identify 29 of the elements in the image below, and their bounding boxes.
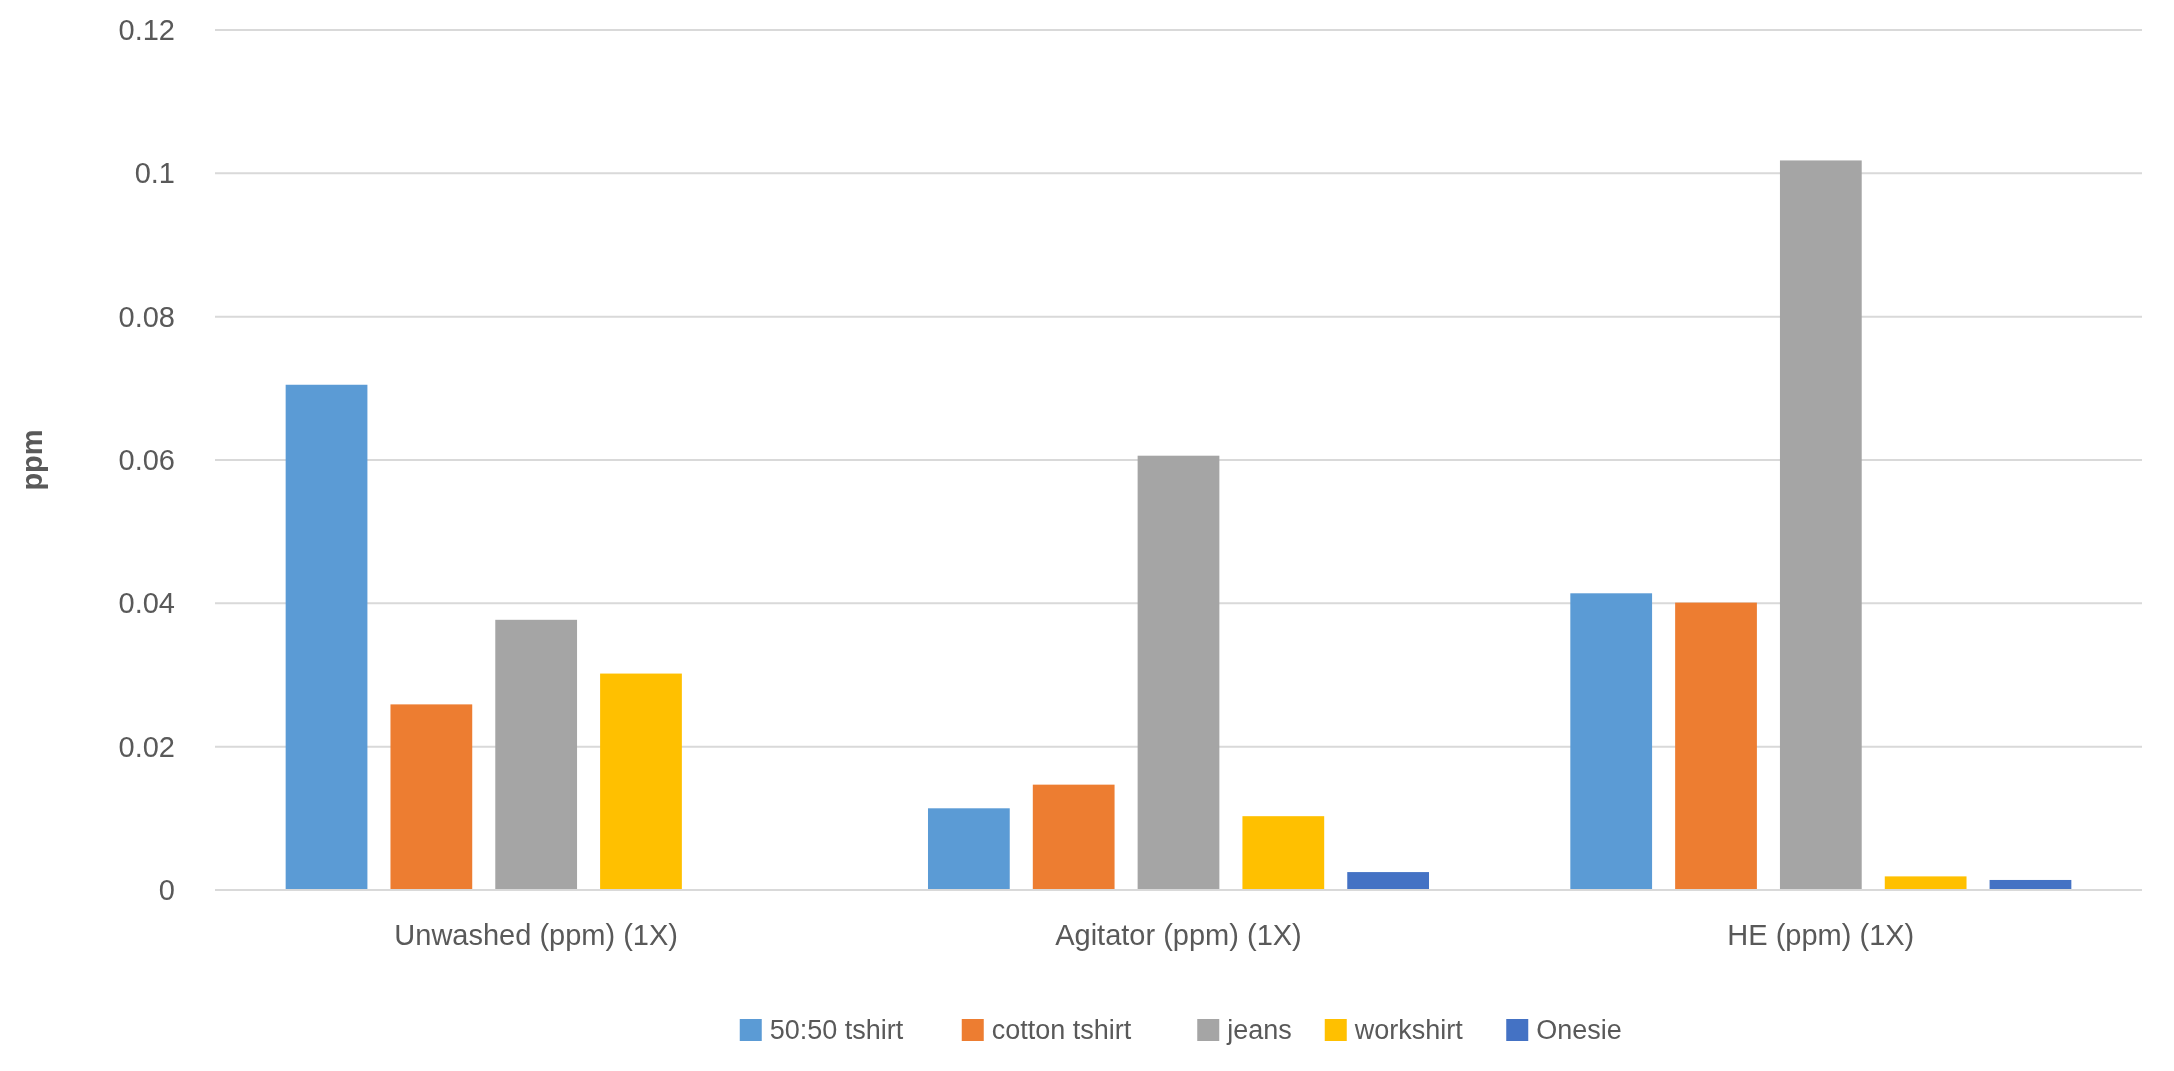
bar — [1137, 455, 1220, 890]
legend-label: 50:50 tshirt — [769, 1015, 904, 1046]
legend-label: jeans — [1226, 1015, 1292, 1046]
bar — [927, 808, 1010, 890]
bar — [1779, 160, 1862, 890]
legend-label: Onesie — [1536, 1015, 1622, 1046]
y-tick-label: 0.08 — [118, 300, 175, 333]
bar — [495, 619, 578, 890]
bar — [1242, 816, 1325, 890]
bar — [1884, 876, 1967, 890]
bar — [1032, 784, 1115, 890]
legend-label: cotton tshirt — [991, 1015, 1132, 1046]
y-tick-label: 0.12 — [118, 14, 175, 47]
y-axis-title: ppm — [16, 429, 48, 491]
x-tick-label: Agitator (ppm) (1X) — [1055, 919, 1302, 951]
y-tick-label: 0.02 — [118, 730, 175, 763]
x-tick-label: Unwashed (ppm) (1X) — [394, 919, 678, 951]
bar — [390, 704, 473, 890]
bar — [600, 673, 682, 890]
y-tick-label: 0.06 — [118, 444, 175, 477]
bar — [285, 384, 368, 890]
bar — [1347, 872, 1430, 890]
y-tick-label: 0 — [158, 874, 175, 907]
bar — [1570, 593, 1653, 890]
y-tick-label: 0.04 — [118, 587, 175, 620]
bar — [1675, 602, 1757, 890]
y-tick-label: 0.1 — [134, 157, 175, 190]
x-tick-label: HE (ppm) (1X) — [1727, 919, 1915, 951]
legend-label: workshirt — [1353, 1015, 1464, 1046]
